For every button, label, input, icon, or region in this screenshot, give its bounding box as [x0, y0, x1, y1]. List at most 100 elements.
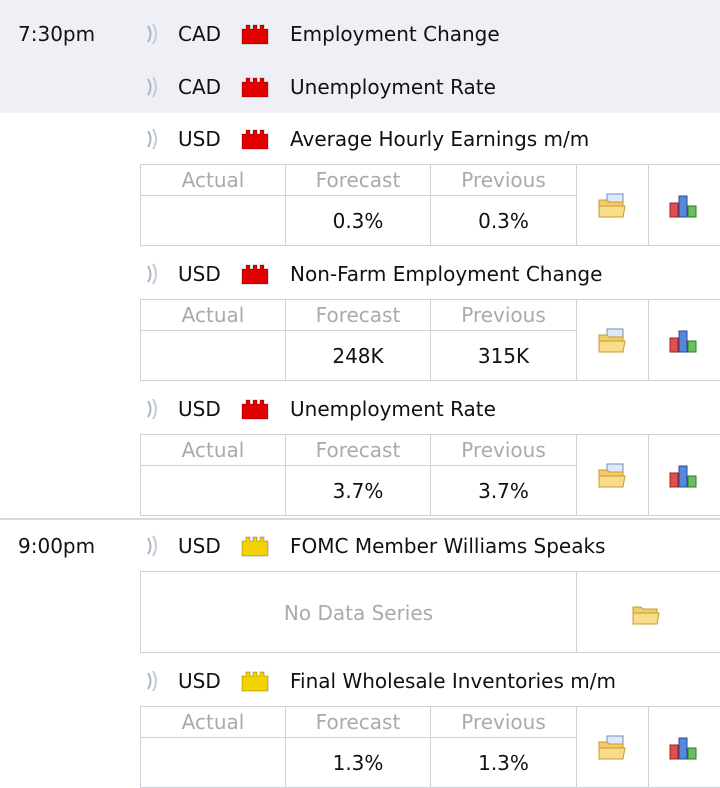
detail-cell — [577, 572, 720, 652]
speaker-icon — [147, 75, 157, 98]
currency: USD — [178, 126, 221, 151]
forecast-value: 0.3% — [332, 209, 384, 233]
impact-block — [241, 264, 269, 284]
graph-icon — [669, 330, 697, 353]
column-header: Forecast — [286, 165, 430, 196]
graph-icon — [669, 465, 697, 488]
graph-bar — [678, 465, 688, 488]
impact-block — [241, 671, 269, 691]
forecast-value: 3.7% — [332, 479, 384, 503]
speaker-wave — [147, 129, 152, 148]
detail-icon — [632, 606, 660, 625]
detail-icon — [598, 735, 626, 760]
detail-icon — [598, 328, 626, 353]
value-cell: Actual — [141, 707, 286, 787]
no-data-cell: No Data Series — [141, 572, 577, 652]
currency: USD — [178, 668, 221, 693]
event-title[interactable]: Unemployment Rate — [290, 396, 496, 421]
speaker-wave — [152, 127, 157, 150]
detail-cell — [576, 165, 649, 245]
value-cell: Actual — [141, 435, 286, 515]
event-title[interactable]: Non-Farm Employment Change — [290, 261, 603, 286]
graph-bar — [669, 202, 679, 218]
detail-icon — [598, 193, 626, 218]
impact-block — [241, 77, 269, 97]
speaker-wave — [152, 22, 157, 45]
value-cell: Previous 315K — [431, 300, 577, 380]
graph-bar — [669, 337, 679, 353]
graph-icon — [669, 195, 697, 218]
detail-cell — [576, 435, 649, 515]
detail-cell — [576, 707, 649, 787]
event-title[interactable]: Employment Change — [290, 21, 500, 46]
speaker-icon — [147, 669, 157, 692]
group-separator — [0, 518, 720, 520]
value-cell: Forecast 1.3% — [286, 707, 431, 787]
currency: CAD — [178, 21, 222, 46]
speaker-wave — [147, 24, 152, 43]
event-title[interactable]: FOMC Member Williams Speaks — [290, 533, 606, 558]
column-header: Actual — [141, 165, 285, 196]
value-cell: Actual — [141, 165, 286, 245]
detail-table: Actual Forecast 248K Previous 315K — [140, 299, 720, 381]
speaker-wave — [147, 264, 152, 283]
impact-icon — [241, 399, 269, 419]
column-header: Previous — [431, 165, 576, 196]
impact-icon — [241, 536, 269, 556]
event-title[interactable]: Unemployment Rate — [290, 74, 496, 99]
speaker-wave — [152, 75, 157, 98]
detail-table: Actual Forecast 1.3% Previous 1.3% — [140, 706, 720, 788]
event-title[interactable]: Final Wholesale Inventories m/m — [290, 668, 616, 693]
column-header: Forecast — [286, 707, 430, 738]
value-cell: Previous 1.3% — [431, 707, 577, 787]
impact-icon — [241, 77, 269, 97]
speaker-wave — [147, 536, 152, 555]
folder-front — [598, 747, 626, 760]
value-cell: Actual — [141, 300, 286, 380]
speaker-icon — [147, 127, 157, 150]
previous-value: 315K — [477, 344, 530, 368]
graph-cell — [649, 165, 720, 245]
currency: CAD — [178, 74, 222, 99]
speaker-wave — [147, 77, 152, 96]
impact-icon — [241, 264, 269, 284]
speaker-wave — [147, 399, 152, 418]
row-highlight — [0, 60, 720, 113]
speaker-icon — [147, 397, 157, 420]
graph-bar — [687, 340, 697, 353]
detail-table: No Data Series — [140, 571, 720, 653]
currency: USD — [178, 533, 221, 558]
speaker-wave — [152, 397, 157, 420]
graph-cell — [649, 707, 720, 787]
column-header: Forecast — [286, 300, 430, 331]
impact-icon — [241, 24, 269, 44]
graph-bar — [687, 475, 697, 488]
column-header: Forecast — [286, 435, 430, 466]
graph-bar — [678, 737, 688, 760]
graph-bar — [687, 205, 697, 218]
impact-icon — [241, 671, 269, 691]
column-header: Actual — [141, 300, 285, 331]
impact-block — [241, 129, 269, 149]
column-header: Previous — [431, 435, 576, 466]
column-header: Previous — [431, 707, 576, 738]
graph-bar — [687, 747, 697, 760]
speaker-icon — [147, 22, 157, 45]
forecast-value: 1.3% — [332, 751, 384, 775]
detail-cell — [576, 300, 649, 380]
speaker-icon — [147, 534, 157, 557]
event-title[interactable]: Average Hourly Earnings m/m — [290, 126, 590, 151]
column-header: Actual — [141, 435, 285, 466]
column-header: Actual — [141, 707, 285, 738]
event-time: 9:00pm — [18, 533, 96, 558]
forecast-value: 248K — [332, 344, 384, 368]
impact-block — [241, 399, 269, 419]
impact-icon — [241, 129, 269, 149]
currency: USD — [178, 261, 221, 286]
previous-value: 1.3% — [478, 751, 529, 775]
detail-table: Actual Forecast 0.3% Previous 0.3% — [140, 164, 720, 246]
speaker-wave — [152, 669, 157, 692]
folder-front — [598, 205, 626, 218]
impact-block — [241, 24, 269, 44]
